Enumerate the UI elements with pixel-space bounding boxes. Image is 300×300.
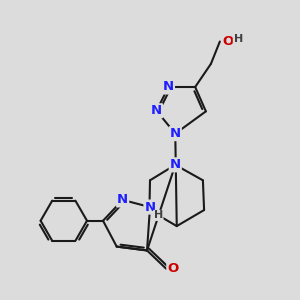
Text: O: O	[223, 35, 234, 48]
Text: N: N	[144, 201, 156, 214]
Text: N: N	[170, 127, 181, 140]
Text: N: N	[117, 194, 128, 206]
Text: N: N	[170, 158, 181, 171]
Text: N: N	[151, 104, 162, 117]
Text: H: H	[234, 34, 243, 44]
Text: O: O	[167, 262, 178, 275]
Text: H: H	[154, 210, 163, 220]
Text: N: N	[163, 80, 174, 94]
